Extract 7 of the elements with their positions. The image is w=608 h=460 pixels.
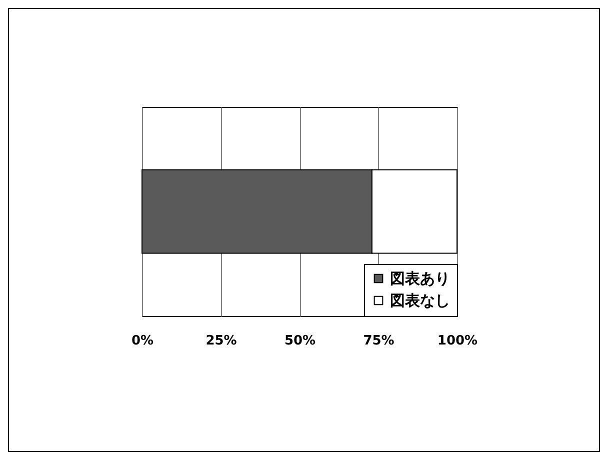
legend-label: 図表なし [390, 292, 450, 310]
x-tick-label: 50% [284, 334, 316, 348]
x-tick-label: 25% [206, 334, 237, 348]
legend-label: 図表あり [390, 270, 450, 288]
x-tick-label: 0% [131, 334, 154, 348]
x-tick-label: 75% [363, 334, 394, 348]
x-tick-label: 100% [437, 334, 478, 348]
